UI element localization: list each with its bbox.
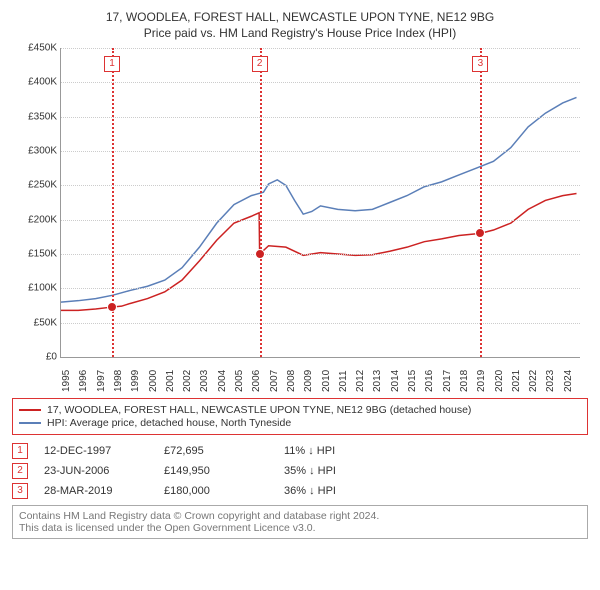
x-axis-label: 2001 — [165, 370, 176, 392]
footer-line2: This data is licensed under the Open Gov… — [19, 522, 581, 534]
gridline — [61, 48, 580, 49]
marker-price: £72,695 — [164, 445, 284, 457]
marker-id: 1 — [12, 443, 28, 459]
x-axis-label: 2007 — [269, 370, 280, 392]
series-line — [61, 194, 577, 311]
gridline — [61, 151, 580, 152]
marker-id: 3 — [12, 483, 28, 499]
gridline — [61, 82, 580, 83]
x-axis-label: 2018 — [459, 370, 470, 392]
x-axis-label: 2020 — [494, 370, 505, 392]
legend-item: 17, WOODLEA, FOREST HALL, NEWCASTLE UPON… — [19, 404, 581, 416]
marker-line — [480, 48, 482, 357]
x-axis-label: 2012 — [355, 370, 366, 392]
chart-lines — [61, 48, 580, 357]
x-axis-label: 2002 — [182, 370, 193, 392]
x-axis-label: 2019 — [476, 370, 487, 392]
gridline — [61, 185, 580, 186]
marker-dot — [475, 228, 485, 238]
marker-id: 2 — [12, 463, 28, 479]
gridline — [61, 288, 580, 289]
marker-row: 2 23-JUN-2006£149,95035% ↓ HPI — [12, 463, 588, 479]
y-axis-label: £300K — [13, 146, 57, 157]
x-axis-label: 2003 — [199, 370, 210, 392]
x-axis-label: 2008 — [286, 370, 297, 392]
y-axis-label: £400K — [13, 77, 57, 88]
marker-diff: 35% ↓ HPI — [284, 465, 404, 477]
y-axis-label: £100K — [13, 283, 57, 294]
x-axis-label: 2016 — [424, 370, 435, 392]
series-line — [61, 97, 577, 302]
marker-dot — [255, 249, 265, 259]
x-axis-label: 2021 — [511, 370, 522, 392]
y-axis-label: £0 — [13, 352, 57, 363]
marker-diff: 11% ↓ HPI — [284, 445, 404, 457]
marker-dot — [107, 302, 117, 312]
marker-box: 3 — [472, 56, 488, 72]
legend-label: 17, WOODLEA, FOREST HALL, NEWCASTLE UPON… — [47, 404, 471, 416]
x-axis-label: 1998 — [113, 370, 124, 392]
marker-price: £149,950 — [164, 465, 284, 477]
gridline — [61, 117, 580, 118]
y-axis-label: £250K — [13, 180, 57, 191]
y-axis-label: £200K — [13, 214, 57, 225]
gridline — [61, 254, 580, 255]
marker-table: 1 12-DEC-1997£72,69511% ↓ HPI 2 23-JUN-2006… — [12, 443, 588, 499]
x-axis-label: 2015 — [407, 370, 418, 392]
x-axis-label: 2023 — [545, 370, 556, 392]
gridline — [61, 323, 580, 324]
y-axis-label: £150K — [13, 249, 57, 260]
marker-line — [260, 48, 262, 357]
legend-item: HPI: Average price, detached house, Nort… — [19, 417, 581, 429]
x-axis-label: 2004 — [217, 370, 228, 392]
legend-label: HPI: Average price, detached house, Nort… — [47, 417, 291, 429]
marker-row: 1 12-DEC-1997£72,69511% ↓ HPI — [12, 443, 588, 459]
marker-date: 28-MAR-2019 — [44, 485, 164, 497]
x-axis-label: 2005 — [234, 370, 245, 392]
marker-box: 2 — [252, 56, 268, 72]
x-axis-label: 2010 — [321, 370, 332, 392]
marker-row: 3 28-MAR-2019£180,00036% ↓ HPI — [12, 483, 588, 499]
x-axis-label: 2000 — [148, 370, 159, 392]
x-axis-label: 1996 — [78, 370, 89, 392]
gridline — [61, 220, 580, 221]
x-axis-label: 1995 — [61, 370, 72, 392]
x-axis-label: 1997 — [96, 370, 107, 392]
figure: 17, WOODLEA, FOREST HALL, NEWCASTLE UPON… — [0, 0, 600, 547]
legend-swatch — [19, 409, 41, 411]
x-axis-label: 2013 — [372, 370, 383, 392]
legend-swatch — [19, 422, 41, 424]
x-axis-label: 2006 — [251, 370, 262, 392]
x-axis-label: 2009 — [303, 370, 314, 392]
chart: £0 £50K £100K £150K £200K £250K £300K £350K £400… — [12, 48, 588, 388]
x-axis-label: 2017 — [442, 370, 453, 392]
x-axis-label: 2022 — [528, 370, 539, 392]
y-axis-label: £50K — [13, 317, 57, 328]
marker-price: £180,000 — [164, 485, 284, 497]
marker-date: 12-DEC-1997 — [44, 445, 164, 457]
footer: Contains HM Land Registry data © Crown c… — [12, 505, 588, 539]
marker-date: 23-JUN-2006 — [44, 465, 164, 477]
x-axis-label: 2024 — [563, 370, 574, 392]
footer-line1: Contains HM Land Registry data © Crown c… — [19, 510, 581, 522]
y-axis-label: £450K — [13, 43, 57, 54]
x-axis-label: 2014 — [390, 370, 401, 392]
y-axis-label: £350K — [13, 111, 57, 122]
chart-title-line2: Price paid vs. HM Land Registry's House … — [12, 26, 588, 40]
chart-title-line1: 17, WOODLEA, FOREST HALL, NEWCASTLE UPON… — [12, 10, 588, 24]
x-axis-label: 2011 — [338, 370, 349, 392]
marker-diff: 36% ↓ HPI — [284, 485, 404, 497]
x-axis-label: 1999 — [130, 370, 141, 392]
marker-box: 1 — [104, 56, 120, 72]
legend: 17, WOODLEA, FOREST HALL, NEWCASTLE UPON… — [12, 398, 588, 435]
